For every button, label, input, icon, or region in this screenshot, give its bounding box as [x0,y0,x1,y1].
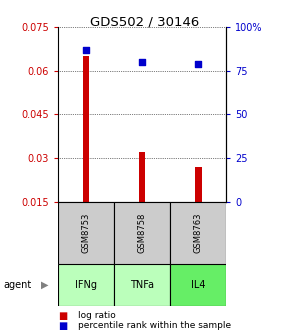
Text: ■: ■ [58,321,67,331]
Text: GSM8758: GSM8758 [137,212,147,253]
Text: IL4: IL4 [191,280,205,290]
Text: agent: agent [3,280,31,290]
Text: ■: ■ [58,311,67,321]
Bar [58,264,114,306]
Bar [83,56,89,202]
Bar [139,152,146,202]
Bar [114,264,170,306]
Point [84,47,88,52]
Point [196,61,200,66]
Text: ▶: ▶ [41,280,49,290]
Bar [170,264,226,306]
Text: GDS502 / 30146: GDS502 / 30146 [90,15,200,28]
Text: percentile rank within the sample: percentile rank within the sample [78,322,231,330]
Bar [58,202,114,264]
Point [140,59,144,65]
Bar [195,167,202,202]
Text: log ratio: log ratio [78,311,116,320]
Bar [114,202,170,264]
Text: GSM8753: GSM8753 [81,212,90,253]
Bar [170,202,226,264]
Text: GSM8763: GSM8763 [194,212,203,253]
Text: TNFa: TNFa [130,280,154,290]
Text: IFNg: IFNg [75,280,97,290]
